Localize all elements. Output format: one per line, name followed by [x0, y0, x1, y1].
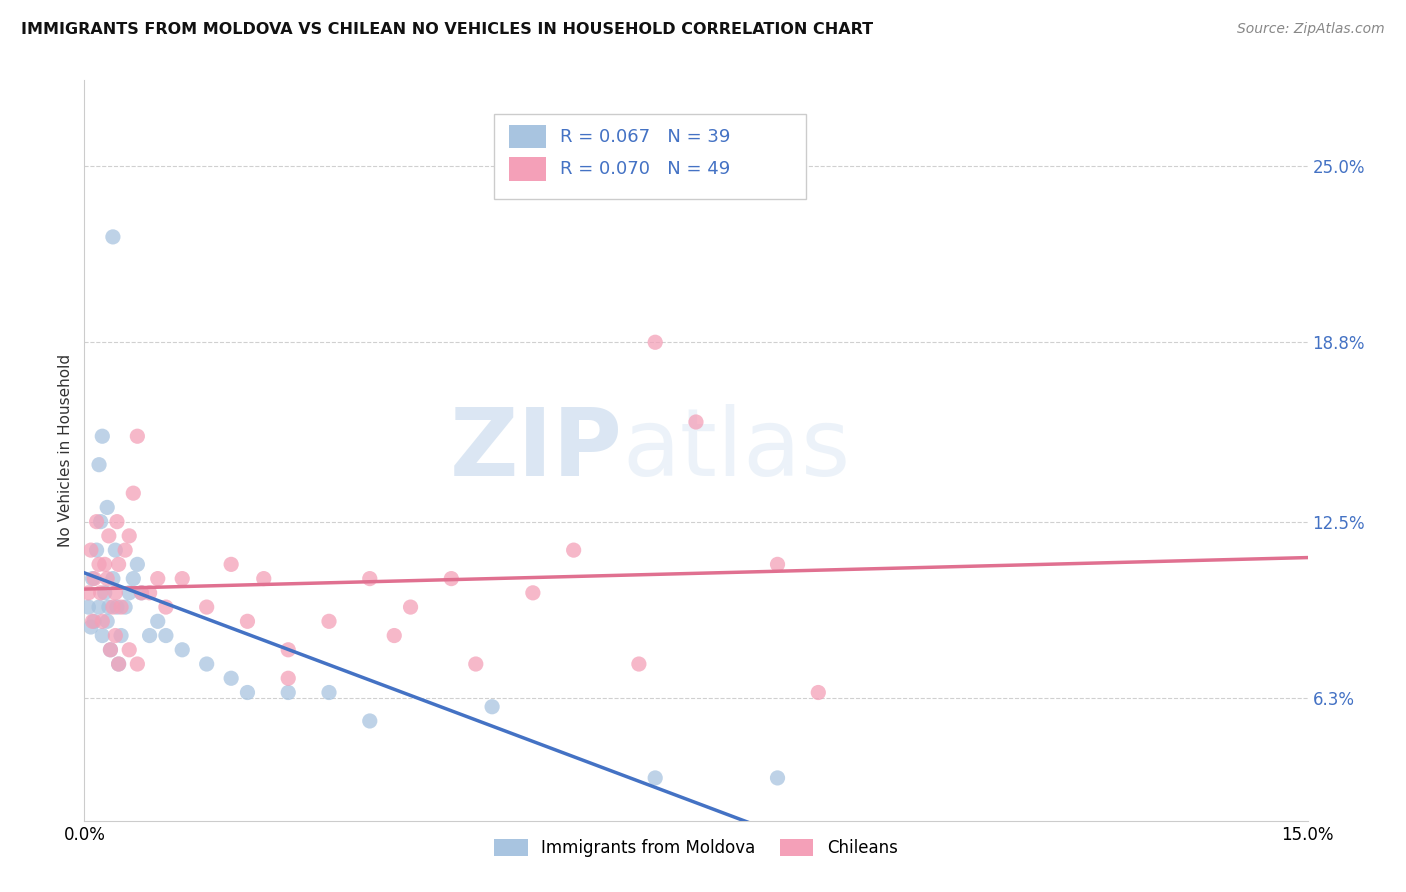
Point	[318, 615, 340, 629]
Point	[127, 429, 149, 443]
Point	[90, 586, 112, 600]
Point	[104, 543, 127, 558]
Point	[96, 615, 118, 629]
Point	[219, 558, 242, 572]
Point	[86, 515, 108, 529]
Point	[138, 586, 160, 600]
Point	[146, 572, 169, 586]
Point	[118, 642, 141, 657]
Point	[93, 586, 115, 600]
Point	[138, 628, 160, 642]
Point	[118, 586, 141, 600]
Point	[236, 615, 259, 629]
Point	[96, 572, 118, 586]
Point	[105, 515, 128, 529]
Point	[195, 657, 218, 671]
Point	[97, 529, 120, 543]
Y-axis label: No Vehicles in Household: No Vehicles in Household	[58, 354, 73, 547]
Point	[87, 458, 110, 472]
Point	[766, 558, 789, 572]
Point	[382, 628, 405, 642]
Point	[481, 699, 503, 714]
Point	[127, 657, 149, 671]
Point	[107, 657, 129, 671]
Text: R = 0.070   N = 49: R = 0.070 N = 49	[560, 161, 731, 178]
Point	[195, 600, 218, 615]
Point	[114, 600, 136, 615]
Point	[82, 572, 104, 586]
Point	[80, 543, 103, 558]
Point	[318, 685, 340, 699]
Point	[91, 429, 114, 443]
Point	[172, 572, 194, 586]
Point	[440, 572, 463, 586]
Point	[627, 657, 650, 671]
Text: ZIP: ZIP	[450, 404, 623, 497]
Point	[172, 642, 194, 657]
Point	[277, 685, 299, 699]
Point	[253, 572, 276, 586]
Point	[562, 543, 585, 558]
Text: R = 0.067   N = 39: R = 0.067 N = 39	[560, 128, 731, 145]
Text: atlas: atlas	[623, 404, 851, 497]
Point	[399, 600, 422, 615]
Bar	[509, 157, 546, 181]
Point	[83, 572, 105, 586]
Point	[464, 657, 486, 671]
Point	[118, 529, 141, 543]
Point	[685, 415, 707, 429]
Point	[104, 628, 127, 642]
Point	[131, 586, 153, 600]
Point	[644, 335, 666, 350]
Legend: Immigrants from Moldova, Chileans: Immigrants from Moldova, Chileans	[488, 832, 904, 864]
Point	[359, 714, 381, 728]
Point	[77, 600, 100, 615]
Text: Source: ZipAtlas.com: Source: ZipAtlas.com	[1237, 22, 1385, 37]
Point	[87, 600, 110, 615]
Point	[644, 771, 666, 785]
Bar	[509, 125, 546, 148]
Point	[146, 615, 169, 629]
Point	[100, 642, 122, 657]
Point	[101, 230, 124, 244]
Point	[100, 642, 122, 657]
Point	[236, 685, 259, 699]
Point	[77, 586, 100, 600]
Point	[359, 572, 381, 586]
Point	[155, 600, 177, 615]
Point	[83, 615, 105, 629]
Point	[107, 657, 129, 671]
Point	[91, 628, 114, 642]
Point	[105, 600, 128, 615]
Point	[807, 685, 830, 699]
Point	[110, 628, 132, 642]
Point	[97, 600, 120, 615]
Point	[122, 572, 145, 586]
Point	[87, 558, 110, 572]
Point	[90, 515, 112, 529]
Point	[96, 500, 118, 515]
FancyBboxPatch shape	[494, 113, 806, 199]
Point	[80, 620, 103, 634]
Point	[277, 642, 299, 657]
Point	[107, 558, 129, 572]
Point	[219, 671, 242, 685]
Point	[277, 671, 299, 685]
Point	[127, 558, 149, 572]
Point	[91, 615, 114, 629]
Point	[101, 600, 124, 615]
Point	[114, 543, 136, 558]
Point	[110, 600, 132, 615]
Point	[104, 586, 127, 600]
Point	[82, 615, 104, 629]
Point	[131, 586, 153, 600]
Point	[766, 771, 789, 785]
Point	[522, 586, 544, 600]
Point	[86, 543, 108, 558]
Point	[155, 628, 177, 642]
Point	[101, 572, 124, 586]
Point	[122, 486, 145, 500]
Text: IMMIGRANTS FROM MOLDOVA VS CHILEAN NO VEHICLES IN HOUSEHOLD CORRELATION CHART: IMMIGRANTS FROM MOLDOVA VS CHILEAN NO VE…	[21, 22, 873, 37]
Point	[93, 558, 115, 572]
